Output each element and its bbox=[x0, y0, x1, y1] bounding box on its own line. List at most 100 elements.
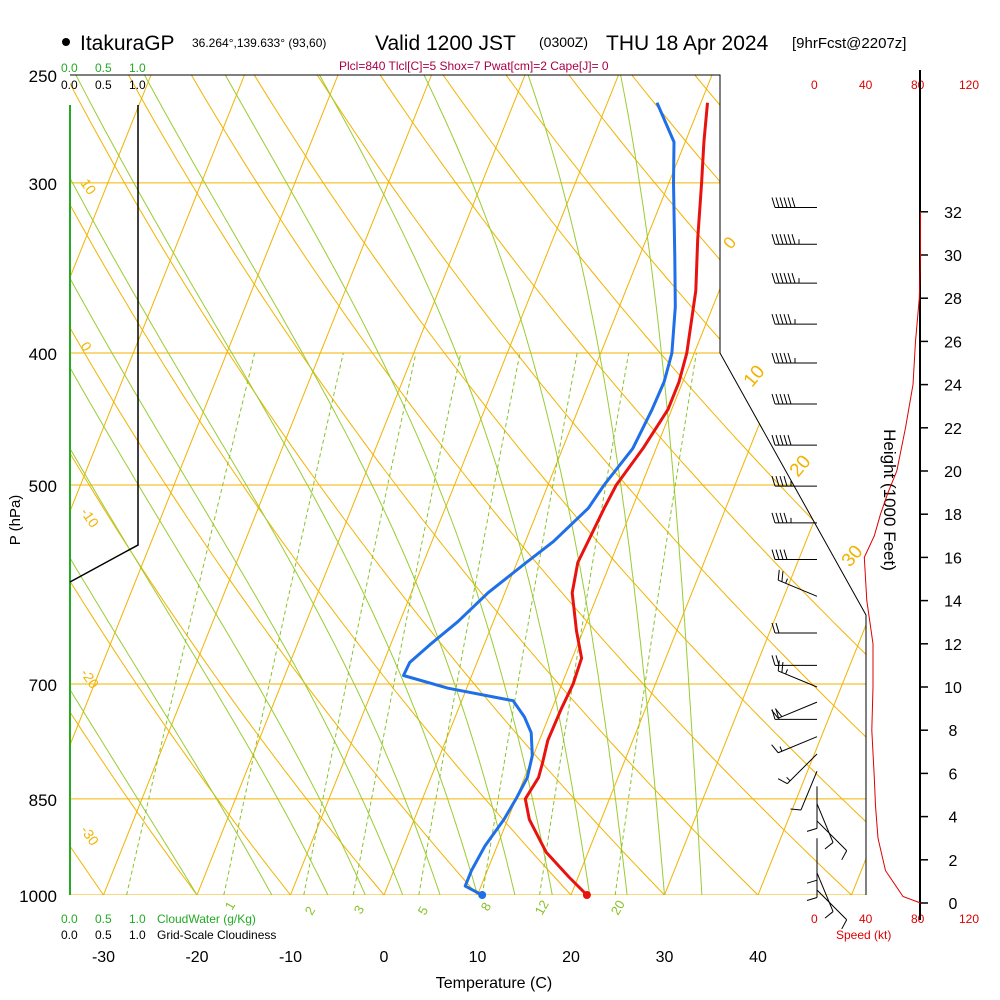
moist-adiabat-label: 30 bbox=[838, 542, 868, 572]
speed-tick-label: 80 bbox=[911, 78, 925, 92]
dry-adiabat-line bbox=[70, 75, 504, 895]
wind-barb-feather bbox=[790, 808, 801, 811]
wind-barb-feather bbox=[777, 660, 780, 671]
wind-barb-feather bbox=[779, 197, 784, 208]
dry-adiabat-line bbox=[70, 75, 220, 895]
wind-barb bbox=[771, 512, 817, 524]
wind-barb-feather bbox=[783, 352, 788, 364]
isotherm-line bbox=[383, 75, 713, 895]
wind-barb-feather bbox=[775, 352, 780, 364]
wind-barb-feather bbox=[783, 475, 788, 487]
mixing-ratio-line bbox=[303, 352, 417, 895]
wind-barb-feather bbox=[806, 879, 818, 884]
wind-barb-staff bbox=[778, 579, 818, 597]
dry-adiabat-line bbox=[239, 75, 866, 895]
wind-barb-feather bbox=[841, 850, 848, 861]
wind-barb-feather bbox=[779, 549, 784, 560]
wind-speed-profile-line bbox=[863, 211, 921, 904]
cloudiness-legend: Grid-Scale Cloudiness bbox=[157, 928, 276, 942]
cloudwater-tick-label: 1.0 bbox=[129, 912, 146, 926]
height-tick-label: 18 bbox=[944, 507, 962, 524]
height-tick-label: 14 bbox=[944, 594, 962, 611]
wind-barb-feather bbox=[775, 313, 780, 325]
wind-barb-feather bbox=[775, 434, 780, 446]
moist-adiabat-label: 10 bbox=[740, 362, 770, 392]
wind-barb-feather bbox=[783, 549, 788, 560]
mixing-ratio-label: 2 bbox=[302, 904, 319, 918]
surface-temperature-point bbox=[582, 891, 591, 899]
wind-barb-feather bbox=[779, 313, 784, 325]
wind-barb-feather bbox=[771, 197, 776, 208]
dewpoint-profile-line bbox=[402, 102, 677, 897]
mixing-ratio-label: 8 bbox=[478, 900, 495, 914]
moist-adiabat-label: 0 bbox=[720, 233, 741, 252]
pressure-tick-label: 300 bbox=[29, 175, 57, 194]
dry-adiabat-line bbox=[736, 75, 866, 895]
wind-barb-staff bbox=[778, 670, 818, 688]
moist-adiabat-line bbox=[319, 75, 591, 895]
dry-adiabat-line bbox=[487, 75, 866, 895]
height-tick-label: 20 bbox=[944, 464, 962, 481]
dry-adiabat-line bbox=[425, 75, 866, 895]
temperature-tick-label: 40 bbox=[749, 949, 767, 966]
wind-barb bbox=[806, 786, 818, 832]
wind-barb-feather bbox=[791, 272, 796, 284]
wind-barb-staff bbox=[816, 889, 848, 921]
cloudwater-tick-label: 0.0 bbox=[61, 912, 78, 926]
moist-adiabat-line bbox=[70, 75, 366, 895]
height-tick-label: 4 bbox=[949, 810, 958, 827]
moist-adiabat-line bbox=[70, 75, 329, 895]
wind-barb-feather bbox=[783, 434, 788, 446]
wind-barb-feather bbox=[775, 622, 780, 634]
cloudiness-tick-label: 1.0 bbox=[129, 928, 146, 942]
wind-barb-feather bbox=[771, 234, 776, 245]
height-tick-label: 24 bbox=[944, 378, 962, 395]
wind-barb-half-feather bbox=[779, 746, 783, 752]
wind-barb bbox=[816, 820, 848, 861]
height-tick-label: 0 bbox=[949, 896, 958, 913]
dry-adiabat-line bbox=[0, 51, 29, 924]
wind-barb-feather bbox=[787, 197, 792, 208]
wind-barb-feather bbox=[787, 272, 792, 284]
wind-barb-feather bbox=[806, 827, 818, 832]
cloudwater-ticks-bottom: 0.0 0.5 1.0 CloudWater (g/Kg) 0.0 0.5 1.… bbox=[61, 912, 276, 942]
wind-barb-feather bbox=[779, 272, 784, 284]
forecast-run: [9hrFcst@2207z] bbox=[792, 35, 906, 52]
temperature-tick-label: 30 bbox=[656, 949, 674, 966]
mixing-ratio-line bbox=[481, 352, 578, 895]
wind-barb-feather bbox=[783, 234, 788, 245]
valid-time: Valid 1200 JST bbox=[375, 32, 516, 55]
dry-adiabat-line bbox=[70, 75, 314, 895]
plot-area bbox=[0, 51, 1000, 924]
mixing-ratio-line bbox=[223, 352, 344, 895]
cloudwater-legend: CloudWater (g/Kg) bbox=[157, 912, 256, 926]
wind-barb-half-feather bbox=[786, 776, 791, 782]
wind-barb bbox=[777, 753, 818, 785]
wind-barb-staff bbox=[816, 820, 848, 851]
dry-adiabat-line bbox=[924, 51, 1000, 924]
dry-adiabat-line bbox=[114, 75, 788, 895]
wind-barb-feather bbox=[771, 434, 776, 446]
y-axis-title: P (hPa) bbox=[7, 495, 24, 546]
pressure-tick-label: 850 bbox=[29, 791, 57, 810]
wind-barb-half-feather bbox=[785, 578, 788, 584]
moist-adiabat-line bbox=[620, 75, 703, 895]
speed-tick-label: 80 bbox=[911, 912, 925, 926]
mixing-ratio-label: 20 bbox=[608, 897, 628, 917]
wind-barb-feather bbox=[783, 512, 788, 523]
wind-barb-staff bbox=[786, 753, 818, 785]
wind-barb bbox=[816, 803, 834, 850]
moist-adiabat-line bbox=[70, 75, 404, 895]
wind-barb-feather bbox=[771, 352, 776, 364]
cloudiness-tick-label: 0.5 bbox=[95, 928, 112, 942]
mixing-ratio-label: 3 bbox=[351, 903, 368, 917]
wind-barb bbox=[771, 272, 817, 284]
wind-barb-feather bbox=[824, 911, 834, 919]
cloudwater-tick-label: 0.0 bbox=[61, 61, 78, 75]
wind-barb-feather bbox=[783, 197, 788, 208]
wind-barb-staff bbox=[800, 771, 818, 811]
wind-barb-feather bbox=[783, 272, 788, 284]
wind-barb bbox=[771, 197, 817, 208]
